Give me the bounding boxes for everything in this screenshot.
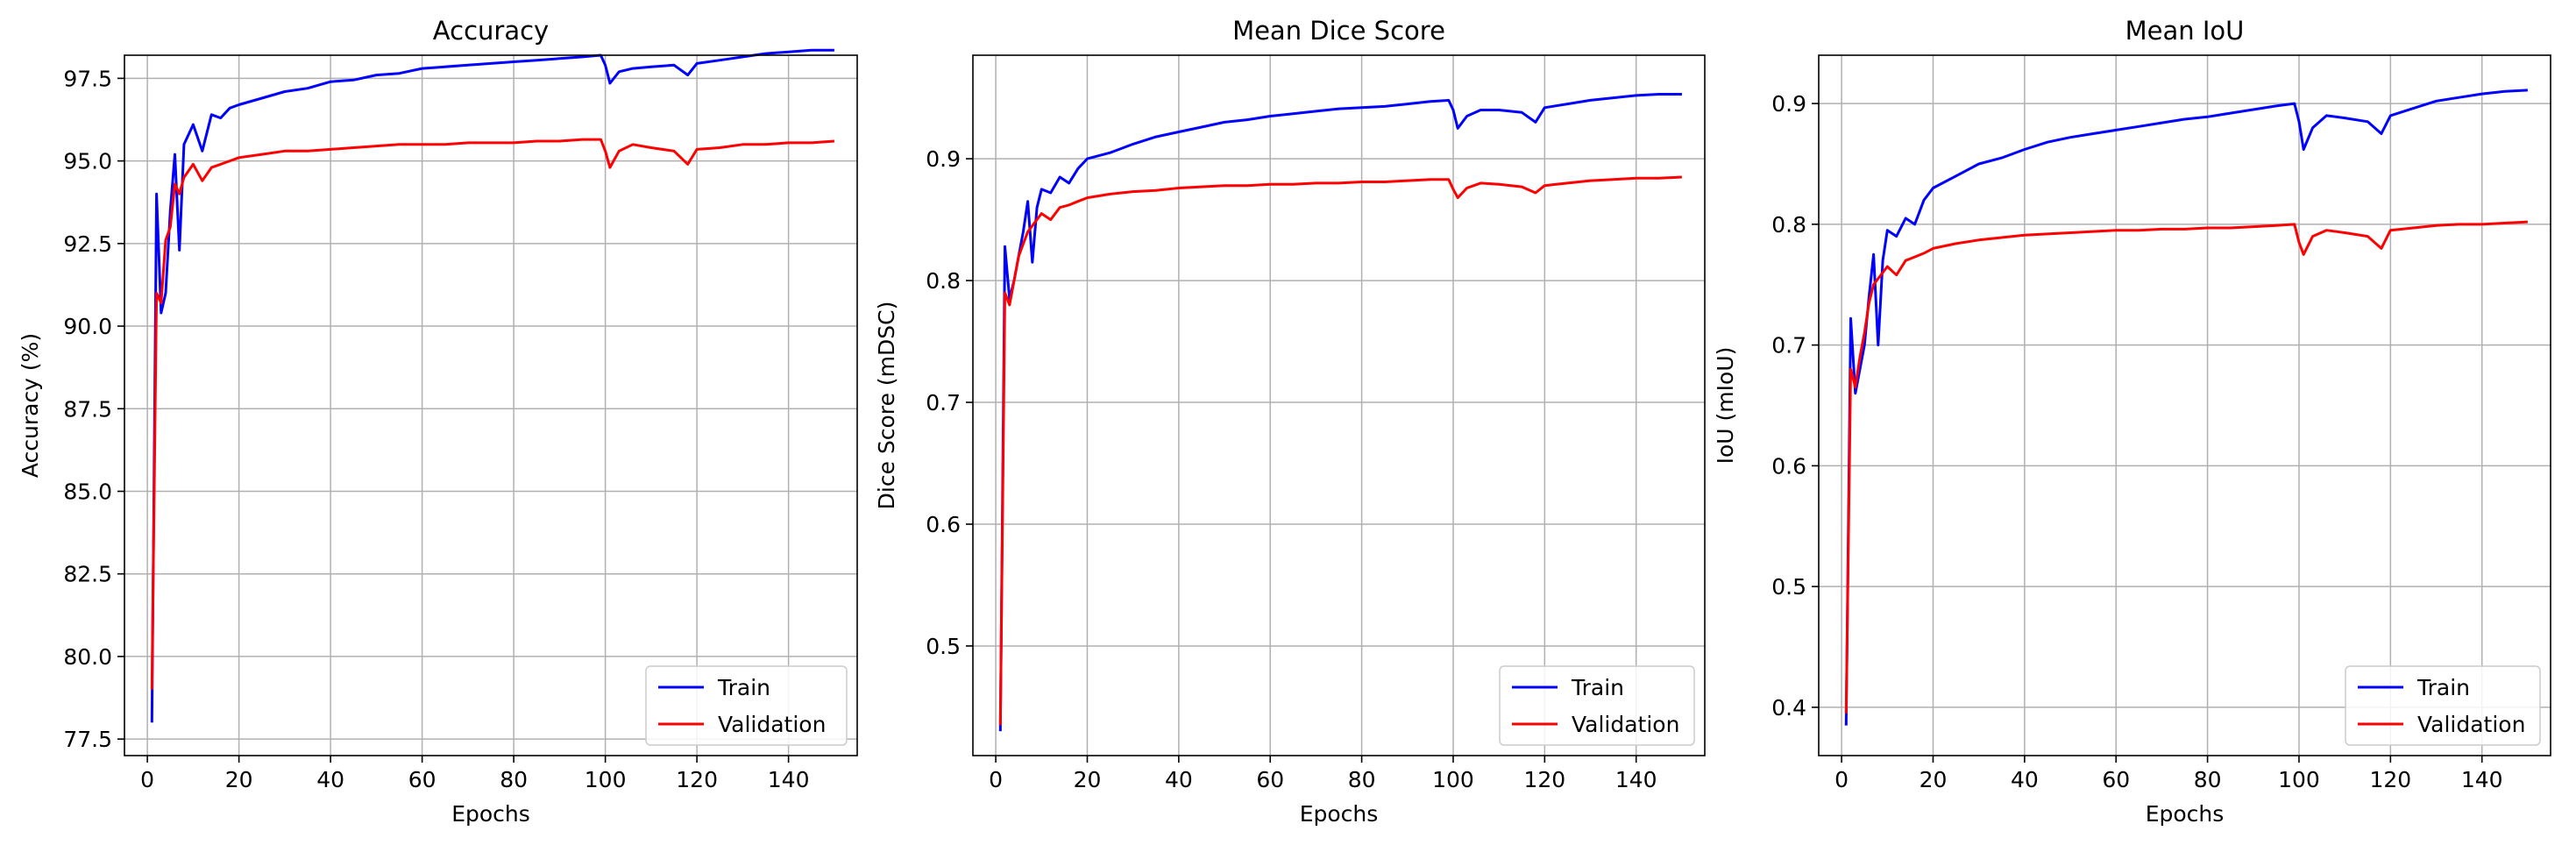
y-tick-label: 0.8: [926, 268, 961, 294]
x-tick-label: 60: [2102, 767, 2130, 792]
y-tick-label: 97.5: [63, 66, 112, 91]
x-tick-label: 20: [1074, 767, 1102, 792]
y-tick-label: 0.6: [926, 512, 961, 537]
plot-frame: [972, 54, 1706, 756]
charts-root: 0 20 40 60 80 100 120 140 77.5 80.0 82.5 85.0 87.5 90…: [18, 16, 2551, 827]
y-tick-label: 0.5: [926, 634, 961, 659]
plot-frame: [1818, 54, 2551, 756]
y-tick-label: 0.7: [1771, 333, 1806, 359]
y-axis-label: Accuracy (%): [18, 333, 43, 478]
x-tick-label: 40: [1165, 767, 1193, 792]
series-line-validation: [1844, 220, 2528, 714]
x-tick-label: 100: [585, 767, 627, 792]
x-tick-label: 80: [1348, 767, 1376, 792]
x-tick-label: 120: [676, 767, 718, 792]
plot-frame: [124, 54, 858, 756]
chart-panel-2: 0 20 40 60 80 100 120 140 0.5 0.6 0.7 0.8 0.9 Mean Di…: [874, 16, 1706, 827]
y-tick-label: 0.5: [1771, 574, 1806, 600]
chart-title: Accuracy: [433, 16, 549, 46]
x-tick-label: 20: [225, 767, 253, 792]
x-tick-label: 0: [989, 767, 1003, 792]
y-tick-label: 0.8: [1771, 212, 1806, 238]
y-tick-label: 85.0: [63, 479, 112, 504]
x-tick-label: 80: [2194, 767, 2222, 792]
chart-panel-1: 0 20 40 60 80 100 120 140 77.5 80.0 82.5 85.0 87.5 90…: [18, 16, 858, 827]
chart-title: Mean Dice Score: [1232, 16, 1445, 46]
legend-label: Train: [717, 675, 770, 700]
legend-label: Train: [1571, 675, 1624, 700]
x-axis-label: Epochs: [2146, 801, 2225, 827]
series-line-validation: [998, 175, 1682, 726]
x-axis-label: Epochs: [1300, 801, 1379, 827]
y-tick-label: 0.7: [926, 390, 961, 415]
y-axis-label: Dice Score (mDSC): [874, 302, 899, 510]
legend: Train Validation: [2345, 665, 2541, 746]
legend-label: Validation: [718, 712, 826, 737]
series-line-train: [1844, 89, 2528, 726]
x-tick-label: 140: [768, 767, 810, 792]
x-tick-label: 120: [1523, 767, 1565, 792]
legend-label: Validation: [1572, 712, 1679, 737]
y-tick-label: 87.5: [63, 396, 112, 422]
y-tick-label: 0.9: [1771, 91, 1806, 117]
x-tick-label: 100: [2278, 767, 2320, 792]
y-tick-label: 0.9: [926, 146, 961, 172]
chart-title: Mean IoU: [2125, 16, 2245, 46]
x-tick-label: 0: [140, 767, 154, 792]
y-tick-label: 80.0: [63, 644, 112, 670]
y-tick-label: 82.5: [63, 562, 112, 587]
y-tick-label: 77.5: [63, 727, 112, 752]
x-tick-label: 20: [1920, 767, 1948, 792]
series-line-train: [150, 48, 834, 723]
y-tick-label: 90.0: [63, 314, 112, 339]
x-tick-label: 140: [1615, 767, 1657, 792]
y-axis-label: IoU (mIoU): [1713, 347, 1738, 465]
y-tick-label: 0.4: [1771, 695, 1806, 721]
series-line-validation: [150, 138, 835, 690]
legend-label: Validation: [2417, 712, 2525, 737]
x-tick-label: 80: [500, 767, 528, 792]
legend-label: Train: [2416, 675, 2470, 700]
x-tick-label: 120: [2369, 767, 2411, 792]
legend: Train Validation: [645, 665, 848, 746]
x-tick-label: 40: [2011, 767, 2039, 792]
x-axis-label: Epochs: [451, 801, 530, 827]
x-tick-label: 140: [2461, 767, 2503, 792]
series-line-train: [998, 93, 1682, 732]
chart-panel-3: 0 20 40 60 80 100 120 140 0.4 0.5 0.6 0.7 0.8 0.9 Mean…: [1713, 16, 2551, 827]
x-tick-label: 40: [316, 767, 344, 792]
x-tick-label: 60: [408, 767, 436, 792]
y-tick-label: 0.6: [1771, 453, 1806, 479]
y-tick-label: 95.0: [63, 149, 112, 174]
x-tick-label: 60: [1256, 767, 1284, 792]
legend: Train Validation: [1499, 665, 1695, 746]
y-tick-label: 92.5: [63, 231, 112, 257]
x-tick-label: 100: [1432, 767, 1474, 792]
x-tick-label: 0: [1834, 767, 1849, 792]
